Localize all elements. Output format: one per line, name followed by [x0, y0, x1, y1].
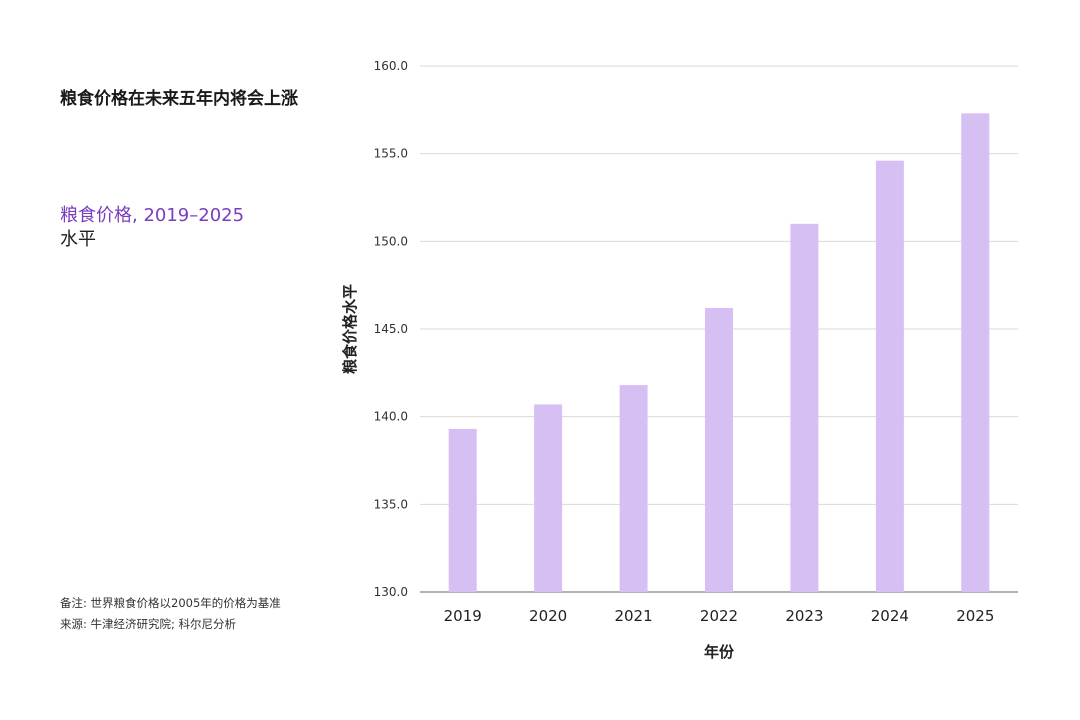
y-tick-label: 150.0 [374, 234, 408, 248]
source-text: 来源: 牛津经济研究院; 科尔尼分析 [60, 617, 237, 631]
y-axis-title: 粮食价格水平 [341, 284, 359, 374]
x-axis-title: 年份 [704, 643, 735, 661]
chart-headline: 粮食价格在未来五年内将会上涨 [60, 89, 298, 109]
chart-subtitle: 粮食价格, 2019–2025 水平 [60, 204, 244, 252]
tick-labels: 130.0 135.0 140.0 145.0 150.0 155.0 160.0 2019 2… [374, 59, 995, 625]
y-tick-label: 140.0 [374, 410, 408, 424]
bar-2020 [534, 404, 563, 592]
x-tick-label: 2025 [956, 607, 994, 625]
bar-2023 [790, 223, 819, 593]
x-tick-label: 2021 [614, 607, 652, 625]
x-tick-label: 2020 [529, 607, 567, 625]
subtitle-unit: 水平 [60, 229, 96, 250]
y-tick-label: 145.0 [374, 322, 408, 336]
bar-2021 [619, 385, 648, 592]
note-text: 备注: 世界粮食价格以2005年的价格为基准 [60, 596, 281, 610]
bar-2019 [448, 428, 477, 592]
y-tick-label: 135.0 [374, 497, 408, 511]
bars [448, 113, 990, 593]
x-tick-label: 2022 [700, 607, 738, 625]
subtitle-series: 粮食价格, 2019–2025 [60, 205, 245, 226]
bar-2025 [961, 113, 990, 592]
bar-2024 [875, 160, 904, 592]
y-tick-label: 160.0 [374, 59, 408, 73]
y-tick-label: 130.0 [374, 585, 408, 599]
x-tick-label: 2023 [785, 607, 823, 625]
x-tick-label: 2024 [871, 607, 909, 625]
bar-2022 [705, 307, 733, 592]
y-tick-label: 155.0 [374, 147, 408, 161]
x-tick-label: 2019 [444, 607, 482, 625]
chart-notes: 备注: 世界粮食价格以2005年的价格为基准 来源: 牛津经济研究院; 科尔尼分… [60, 593, 281, 635]
